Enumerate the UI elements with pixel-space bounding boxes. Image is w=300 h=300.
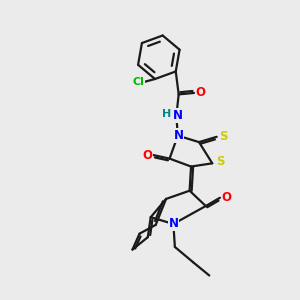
Text: N: N (173, 109, 183, 122)
Text: S: S (216, 155, 224, 168)
Text: O: O (142, 148, 152, 162)
Text: N: N (173, 129, 183, 142)
Text: O: O (196, 86, 206, 99)
Text: S: S (219, 130, 227, 143)
Text: Cl: Cl (133, 77, 145, 87)
Text: H: H (162, 110, 172, 119)
Text: N: N (168, 218, 178, 230)
Text: O: O (221, 191, 231, 204)
